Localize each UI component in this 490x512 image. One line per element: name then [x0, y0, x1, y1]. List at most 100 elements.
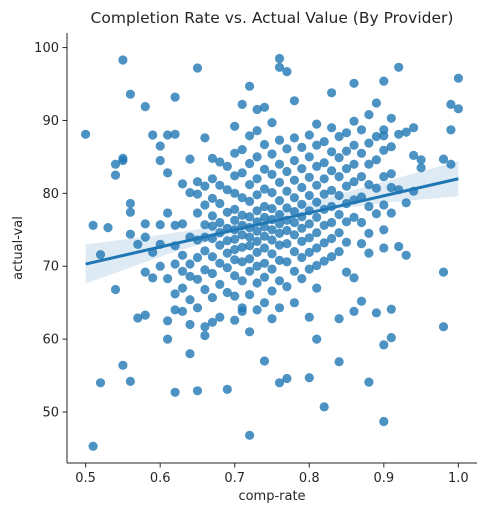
data-point [274, 209, 285, 220]
data-point [200, 330, 210, 341]
data-point [185, 349, 195, 359]
data-point [371, 308, 381, 318]
data-point [312, 161, 322, 171]
data-point [237, 276, 247, 286]
data-point [192, 189, 203, 199]
data-point [289, 230, 299, 240]
data-point [438, 267, 449, 277]
data-point [371, 98, 381, 108]
x-tick-label: 0.7 [224, 471, 245, 486]
data-point [192, 386, 203, 396]
data-point [327, 233, 337, 244]
data-point [282, 203, 292, 213]
data-point [170, 129, 180, 139]
data-point [177, 306, 188, 316]
data-point [267, 169, 277, 179]
data-point [379, 200, 389, 210]
data-point [319, 238, 329, 248]
data-point [118, 153, 128, 163]
data-point [163, 316, 173, 326]
data-point [200, 246, 210, 256]
data-point [334, 131, 344, 142]
data-point [237, 242, 247, 252]
data-point [95, 378, 106, 388]
data-point [341, 267, 352, 277]
y-tick-label: 100 [34, 41, 59, 56]
data-point [185, 188, 195, 198]
points-layer [81, 53, 463, 451]
data-point [379, 145, 389, 155]
data-point [222, 207, 232, 217]
data-point [379, 76, 389, 86]
data-point [274, 276, 285, 286]
y-ticks: 50 60 70 80 90 100 [34, 41, 67, 420]
data-point [192, 252, 203, 263]
data-point [327, 88, 337, 98]
data-point [230, 315, 240, 325]
data-point [237, 230, 247, 240]
data-point [237, 193, 247, 203]
data-point [170, 259, 180, 269]
y-tick-label: 90 [42, 114, 59, 129]
data-point [297, 164, 307, 174]
data-point [177, 266, 188, 276]
data-point [297, 274, 307, 284]
data-point [245, 131, 255, 141]
data-point [267, 204, 277, 214]
data-point [304, 312, 314, 322]
data-point [282, 225, 292, 236]
data-point [125, 198, 135, 209]
data-point [222, 263, 232, 273]
data-point [274, 196, 285, 206]
data-point [110, 170, 121, 180]
data-point [140, 232, 150, 242]
data-point [245, 158, 255, 169]
data-point [192, 63, 203, 73]
y-axis-label: actual-val [11, 216, 26, 280]
data-point [334, 247, 344, 257]
data-point [274, 53, 285, 64]
data-point [304, 172, 314, 182]
data-point [304, 219, 314, 229]
data-point [312, 180, 322, 190]
data-point [394, 241, 404, 252]
data-point [297, 223, 307, 233]
x-tick-label: 0.8 [299, 471, 320, 486]
x-tick-label: 0.6 [150, 471, 171, 486]
data-point [274, 240, 285, 250]
data-point [394, 62, 404, 72]
data-point [282, 144, 292, 154]
data-point [438, 154, 449, 164]
data-point [125, 89, 135, 99]
data-point [163, 334, 173, 344]
data-point [304, 152, 314, 162]
data-point [200, 265, 210, 275]
data-point [327, 185, 337, 195]
data-point [222, 248, 232, 258]
data-point [364, 110, 374, 120]
data-point [349, 212, 359, 222]
data-point [252, 261, 262, 271]
data-point [237, 99, 247, 109]
data-point [252, 278, 262, 288]
data-point [282, 257, 292, 267]
data-point [282, 186, 292, 196]
data-point [81, 129, 91, 139]
data-point [364, 201, 374, 212]
data-point [207, 293, 217, 303]
data-point [312, 228, 322, 238]
data-point [274, 378, 285, 388]
data-point [245, 241, 255, 251]
data-point [274, 159, 285, 169]
data-point [245, 212, 255, 222]
data-point [267, 249, 277, 259]
data-point [319, 137, 329, 147]
data-point [416, 155, 426, 165]
data-point [230, 121, 240, 131]
data-point [386, 333, 396, 343]
data-point [200, 200, 210, 210]
data-point [312, 243, 322, 253]
data-point [386, 304, 396, 314]
data-point [282, 166, 292, 177]
data-point [267, 149, 277, 159]
